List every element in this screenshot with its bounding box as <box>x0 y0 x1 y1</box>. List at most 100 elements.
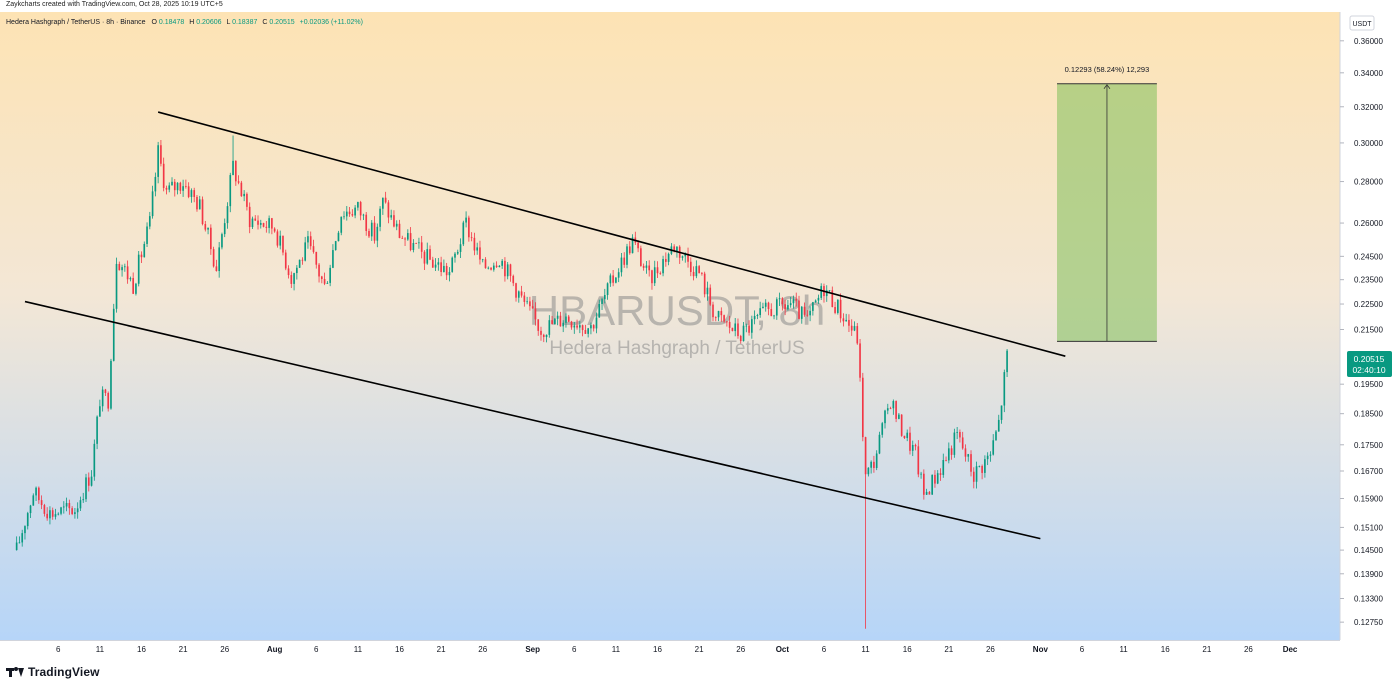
candle-body <box>509 264 512 276</box>
candle <box>687 247 689 268</box>
y-tick-label: 0.24500 <box>1354 252 1383 261</box>
candle <box>132 272 134 295</box>
legend-open-label: O <box>152 19 158 26</box>
candle <box>889 406 892 410</box>
candle <box>176 182 179 195</box>
candle-body <box>551 320 553 325</box>
candle-body <box>185 186 187 187</box>
candle-body <box>856 326 859 344</box>
candle-body <box>273 228 276 232</box>
candle-body <box>978 465 981 467</box>
candle <box>118 261 121 271</box>
candle-body <box>15 542 18 551</box>
candle-body <box>911 444 914 451</box>
candle <box>628 241 631 255</box>
candle-body <box>992 440 995 455</box>
candle <box>165 185 168 195</box>
candle <box>462 220 465 247</box>
y-tick-label: 0.19500 <box>1354 380 1383 389</box>
candle-body <box>692 271 695 277</box>
candle-body <box>85 477 87 500</box>
candle <box>540 326 542 341</box>
candle-body <box>889 408 892 410</box>
candle-body <box>74 512 76 515</box>
candle-body <box>676 246 678 252</box>
candle-body <box>437 262 440 265</box>
candle-body <box>415 243 417 244</box>
candle <box>870 460 872 474</box>
candle-body <box>540 330 542 335</box>
candle-body <box>165 187 168 190</box>
candle <box>246 192 248 211</box>
candle-body <box>701 273 703 274</box>
candle-body <box>953 432 956 455</box>
x-tick-label: 16 <box>1161 645 1170 654</box>
candle-body <box>778 298 781 300</box>
candle <box>526 296 528 305</box>
measure-tool[interactable]: 0.12293 (58.24%) 12,293 <box>1057 65 1157 342</box>
candle <box>198 195 201 210</box>
candle <box>126 260 129 284</box>
candle <box>739 334 742 344</box>
candle <box>712 301 714 322</box>
candle-body <box>348 211 351 215</box>
candle <box>542 333 545 343</box>
price-axis[interactable]: 0.36000 0.34000 0.32000 0.30000 0.28000 0.260… <box>1340 37 1383 627</box>
candle <box>762 302 764 309</box>
candle-body <box>947 448 950 461</box>
candle-body <box>814 300 817 303</box>
candle <box>115 257 118 313</box>
candle <box>545 334 548 343</box>
channel-trendline[interactable] <box>24 300 1041 540</box>
candle-body <box>423 251 426 264</box>
candle-body <box>154 176 157 192</box>
candle-body <box>157 145 159 177</box>
candle <box>326 281 329 284</box>
legend-high: 0.20606 <box>196 19 221 26</box>
channel-trendline[interactable] <box>157 111 1066 357</box>
candle-body <box>612 275 614 283</box>
candle <box>787 299 789 311</box>
candle-body <box>762 306 764 309</box>
candle <box>861 372 864 442</box>
time-axis[interactable]: 6 11 16 21 26 Aug 6 11 16 21 26 Sep 6 11 16 21 26 Oct 6 11 1… <box>56 645 1298 654</box>
currency-button[interactable]: USDT <box>1349 15 1375 31</box>
candle <box>947 442 950 464</box>
candle <box>404 237 406 246</box>
candle-body <box>329 267 331 283</box>
candle-body <box>243 193 245 197</box>
candle <box>720 307 723 322</box>
candle-body <box>40 500 43 506</box>
candle <box>74 507 76 519</box>
candle <box>834 301 836 315</box>
tradingview-brand[interactable]: TradingView <box>6 664 100 680</box>
candle-body <box>737 323 739 337</box>
candle-body <box>434 264 437 268</box>
candle <box>742 321 745 342</box>
candle <box>26 511 29 530</box>
candle-body <box>104 389 107 394</box>
candle <box>565 313 567 328</box>
y-tick-label: 0.12750 <box>1354 618 1383 627</box>
candle <box>1000 405 1003 424</box>
candle-body <box>628 246 631 254</box>
candle-body <box>579 325 581 328</box>
candle <box>845 313 848 322</box>
candle-body <box>986 455 989 460</box>
candle-body <box>459 244 462 252</box>
candle <box>850 319 853 336</box>
candle <box>842 313 845 327</box>
candle-body <box>456 251 459 254</box>
candle <box>359 200 362 221</box>
candle-body <box>881 423 884 435</box>
candle-body <box>640 248 642 266</box>
candle-body <box>26 513 29 527</box>
price-chart[interactable]: HBARUSDT, 8h Hedera Hashgraph / TetherUS… <box>0 12 1400 657</box>
x-tick-label: 26 <box>220 645 229 654</box>
candle-body <box>615 277 617 283</box>
svg-text:Hedera Hashgraph / TetherUS ·: Hedera Hashgraph / TetherUS · 8h · Binan… <box>6 19 363 26</box>
candle-body <box>900 414 903 436</box>
candle <box>981 464 983 480</box>
candle-body <box>323 279 326 284</box>
candle <box>62 501 65 514</box>
